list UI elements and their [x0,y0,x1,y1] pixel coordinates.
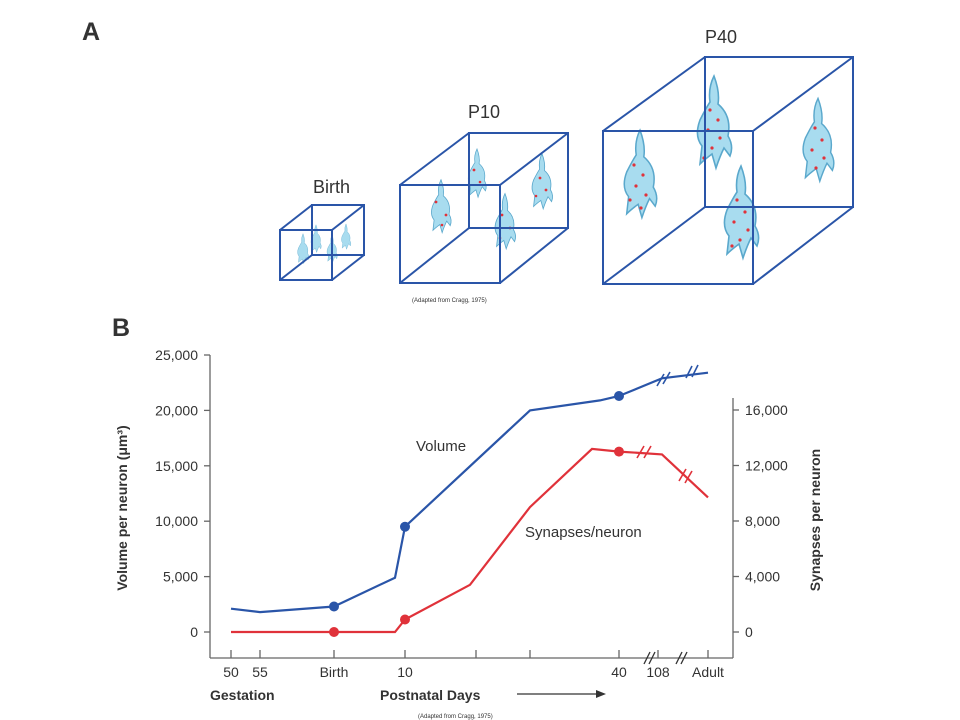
x-axis-breaks [643,651,688,665]
right-tick-label: 0 [745,624,753,640]
series-volume-line [230,371,709,614]
right-axis-title: Synapses per neuron [807,449,823,591]
x-tick-label: 108 [646,664,670,680]
cube-p10: P10 [399,102,569,284]
x-tick-label: 50 [223,664,239,680]
x-tick-label: Adult [692,664,724,680]
neuron-p40-1 [623,129,658,219]
neuron-p10-2 [467,148,487,198]
left-tick-label: 15,000 [155,458,198,474]
panel-b-source: (Adapted from Cragg, 1975) [418,714,493,720]
series-label-volume: Volume [416,438,466,455]
cube-p40: P40 [602,27,854,285]
neuron-p10-4 [531,153,554,210]
x-group-label-postnatal: Postnatal Days [380,687,481,703]
x-tick-label: 40 [611,664,627,680]
neuron-p40-2 [696,75,733,169]
x-tick-label: 10 [397,664,413,680]
volume-marker [329,601,339,612]
right-tick-label: 16,000 [745,402,788,418]
right-axis-ticks: 0 4,000 8,000 12,000 16,000 [733,402,788,640]
chart-area: 0 5,000 10,000 15,000 20,000 25,000 0 4,000 8,0… [114,347,823,720]
panel-b-letter: B [112,314,130,342]
series-markers [329,390,624,637]
synapses-marker [400,614,410,625]
panel-a-source: (Adapted from Cragg, 1975) [412,298,487,304]
panel-a-letter: A [82,18,100,46]
left-tick-label: 10,000 [155,513,198,529]
neuron-p40-4 [802,97,835,183]
right-tick-label: 12,000 [745,458,788,474]
volume-series-breaks [656,364,699,387]
series-label-synapses: Synapses/neuron [525,524,642,541]
left-tick-label: 25,000 [155,347,198,363]
x-tick-label: 55 [252,664,268,680]
x-axis-ticks: 50 55 Birth 10 40 108 Adult [223,650,724,680]
volume-marker [614,390,624,401]
x-tick-label: Birth [320,664,349,680]
left-tick-label: 0 [190,624,198,640]
cube-label-p10: P10 [468,102,500,122]
left-tick-label: 5,000 [163,569,198,585]
synapses-marker [329,627,339,637]
left-axis-title: Volume per neuron (μm³) [114,425,130,590]
right-tick-label: 4,000 [745,569,780,585]
left-tick-label: 20,000 [155,402,198,418]
cube-label-birth: Birth [313,177,350,197]
right-tick-label: 8,000 [745,513,780,529]
synapses-marker [614,446,624,457]
neuron-p10-3 [494,193,517,250]
postnatal-arrow [517,690,606,698]
cube-birth: Birth [279,177,365,281]
cube-label-p40: P40 [705,27,737,47]
x-group-label-gestation: Gestation [210,687,275,703]
neuron-birth-4 [341,223,352,250]
synapses-series-breaks [636,445,693,484]
volume-marker [400,521,410,532]
left-axis-ticks: 0 5,000 10,000 15,000 20,000 25,000 [155,347,210,640]
